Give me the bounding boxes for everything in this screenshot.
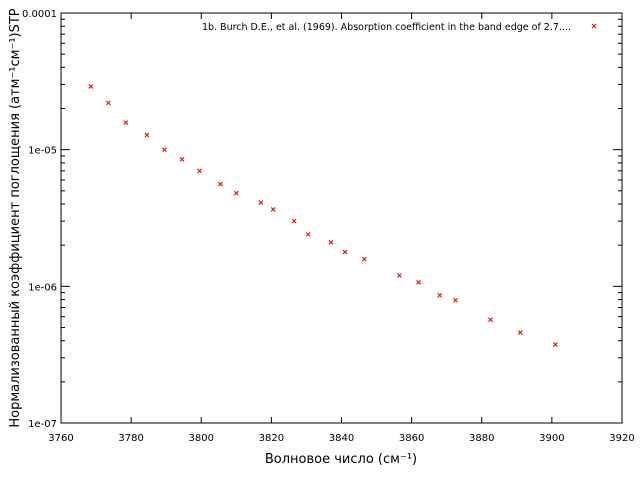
y-tick-label: 1e-05: [28, 146, 57, 157]
y-axis: 1e-07 1e-06 1e-05 0.0001: [22, 9, 622, 430]
data-points: [88, 84, 558, 347]
y-tick-label: 1e-06: [28, 282, 57, 293]
data-point: [453, 297, 458, 303]
data-point: [488, 317, 493, 323]
data-point: [258, 200, 264, 206]
y-tick-label: 1e-07: [28, 419, 57, 430]
x-tick-label: 3840: [329, 433, 354, 444]
legend-marker: [591, 23, 597, 29]
data-point: [305, 231, 311, 237]
data-point: [517, 329, 523, 335]
x-axis-title: Волновое число (см⁻¹): [265, 452, 417, 467]
x-axis: 3760 3780 3800 3820 3840 3860 3880 3900 3920: [48, 13, 635, 444]
data-point: [197, 168, 202, 174]
data-point: [396, 273, 402, 278]
y-tick-label: 0.0001: [22, 9, 57, 20]
data-point: [218, 181, 223, 187]
data-point: [361, 256, 367, 262]
data-point: [105, 100, 111, 106]
data-point: [291, 218, 297, 224]
x-tick-label: 3860: [399, 433, 424, 444]
data-point: [144, 132, 150, 138]
data-point: [552, 342, 558, 347]
data-point: [328, 239, 334, 245]
legend: 1b. Burch D.E., et al. (1969). Absorptio…: [202, 22, 597, 33]
x-tick-label: 3900: [539, 433, 564, 444]
x-tick-label: 3880: [469, 433, 494, 444]
x-tick-label: 3800: [189, 433, 214, 444]
x-tick-label: 3760: [48, 433, 73, 444]
data-point: [416, 279, 422, 285]
data-point: [123, 120, 129, 125]
x-tick-label: 3780: [118, 433, 143, 444]
data-point: [342, 249, 348, 255]
x-tick-label: 3920: [609, 433, 634, 444]
data-point: [179, 156, 185, 162]
data-point: [270, 207, 276, 212]
data-point: [233, 190, 239, 196]
data-point: [162, 147, 167, 153]
legend-label: 1b. Burch D.E., et al. (1969). Absorptio…: [202, 22, 571, 33]
data-point: [437, 292, 443, 298]
y-axis-title: Нормализованный коэффициент поглощения (…: [8, 8, 23, 427]
x-tick-label: 3820: [259, 433, 284, 444]
data-point: [88, 84, 94, 89]
legend-marker-glyph: [591, 23, 597, 29]
plot-frame: [60, 12, 623, 424]
